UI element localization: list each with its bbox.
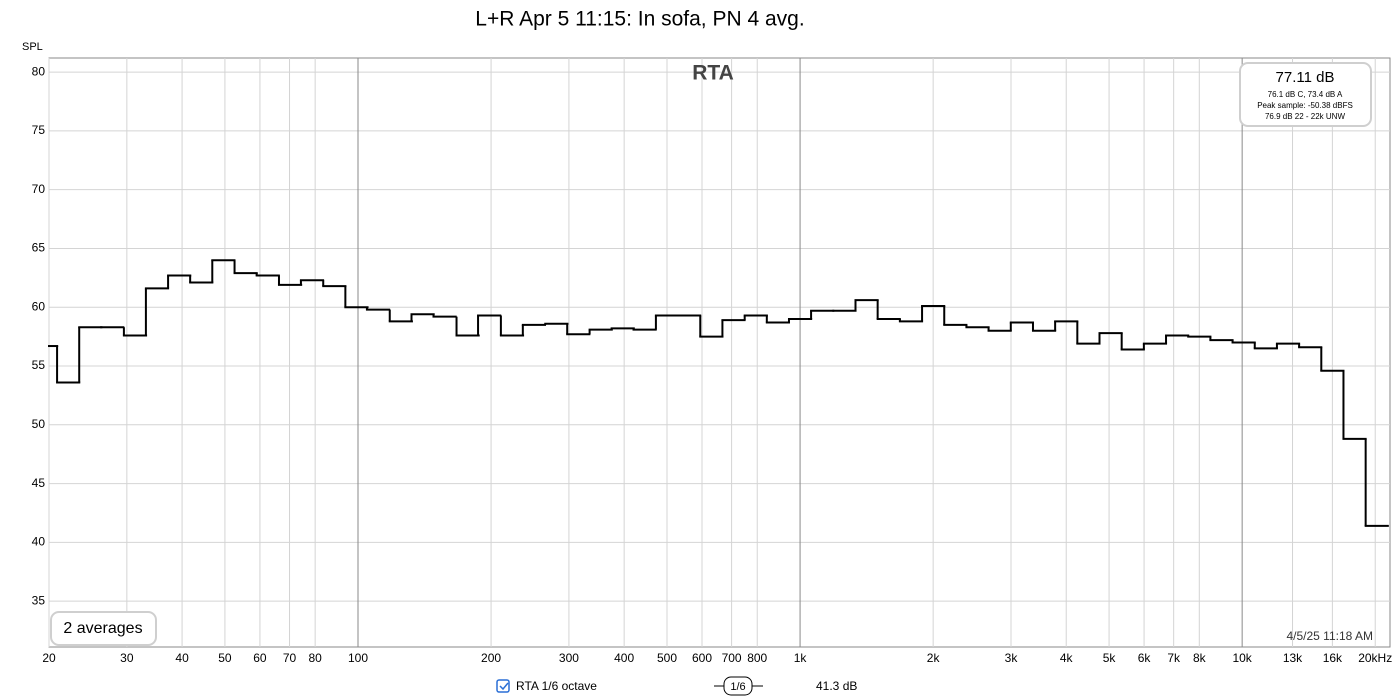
- plot-label: RTA: [692, 62, 734, 85]
- y-tick-label: 55: [32, 358, 46, 372]
- y-tick-label: 75: [32, 123, 46, 137]
- status-level: 41.3 dB: [816, 679, 857, 693]
- check-mark: [499, 682, 509, 691]
- info-box: [1239, 62, 1372, 127]
- chart-title: L+R Apr 5 11:15: In sofa, PN 4 avg.: [475, 8, 804, 31]
- x-tick-label: 7k: [1167, 651, 1181, 665]
- x-tick-label: 100: [348, 651, 368, 665]
- x-tick-label: 13k: [1283, 651, 1303, 665]
- x-tick-label: 700: [722, 651, 742, 665]
- averages-box: [50, 611, 157, 646]
- info-unweighted: 76.9 dB 22 - 22k UNW: [1265, 112, 1345, 121]
- smoothing-control[interactable]: [723, 676, 753, 696]
- x-tick-label: 80: [308, 651, 322, 665]
- y-tick-label: 45: [32, 476, 46, 490]
- x-tick-label: 600: [692, 651, 712, 665]
- x-tick-label: 200: [481, 651, 501, 665]
- x-tick-label: 20kHz: [1358, 651, 1392, 665]
- x-tick-label: 800: [747, 651, 767, 665]
- y-tick-label: 65: [32, 241, 46, 255]
- x-tick-label: 3k: [1005, 651, 1019, 665]
- averages: 2 averages: [63, 620, 142, 637]
- info-weighted: 76.1 dB C, 73.4 dB A: [1268, 90, 1343, 99]
- y-tick-label: 80: [32, 64, 46, 78]
- y-tick-label: 40: [32, 535, 46, 549]
- y-axis-label: SPL: [22, 41, 43, 53]
- x-tick-label: 10k: [1232, 651, 1252, 665]
- x-tick-label: 40: [175, 651, 189, 665]
- x-tick-label: 400: [614, 651, 634, 665]
- y-tick-label: 35: [32, 593, 46, 607]
- x-tick-label: 6k: [1138, 651, 1152, 665]
- x-tick-label: 2k: [927, 651, 941, 665]
- x-tick-label: 30: [120, 651, 134, 665]
- y-tick-label: 50: [32, 417, 46, 431]
- x-tick-label: 8k: [1193, 651, 1207, 665]
- x-tick-label: 4k: [1060, 651, 1074, 665]
- x-tick-label: 300: [559, 651, 579, 665]
- y-tick-label: 70: [32, 182, 46, 196]
- x-tick-label: 50: [218, 651, 232, 665]
- x-tick-label: 5k: [1103, 651, 1117, 665]
- plot-frame: [48, 57, 1391, 648]
- y-tick-label: 60: [32, 299, 46, 313]
- x-tick-label: 20: [42, 651, 56, 665]
- x-tick-label: 70: [283, 651, 297, 665]
- trace-checkbox[interactable]: [496, 679, 510, 693]
- info-level: 77.11 dB: [1276, 69, 1335, 86]
- x-tick-label: 500: [657, 651, 677, 665]
- info-peak: Peak sample: -50.38 dBFS: [1257, 101, 1353, 110]
- trace-name: RTA 1/6 octave: [516, 679, 597, 693]
- x-tick-label: 16k: [1323, 651, 1343, 665]
- x-tick-label: 1k: [794, 651, 808, 665]
- grid: [48, 58, 1390, 647]
- x-tick-label: 60: [253, 651, 267, 665]
- smoothing: 1/6: [730, 681, 745, 693]
- timestamp: 4/5/25 11:18 AM: [1286, 629, 1373, 643]
- trace: [48, 259, 1389, 527]
